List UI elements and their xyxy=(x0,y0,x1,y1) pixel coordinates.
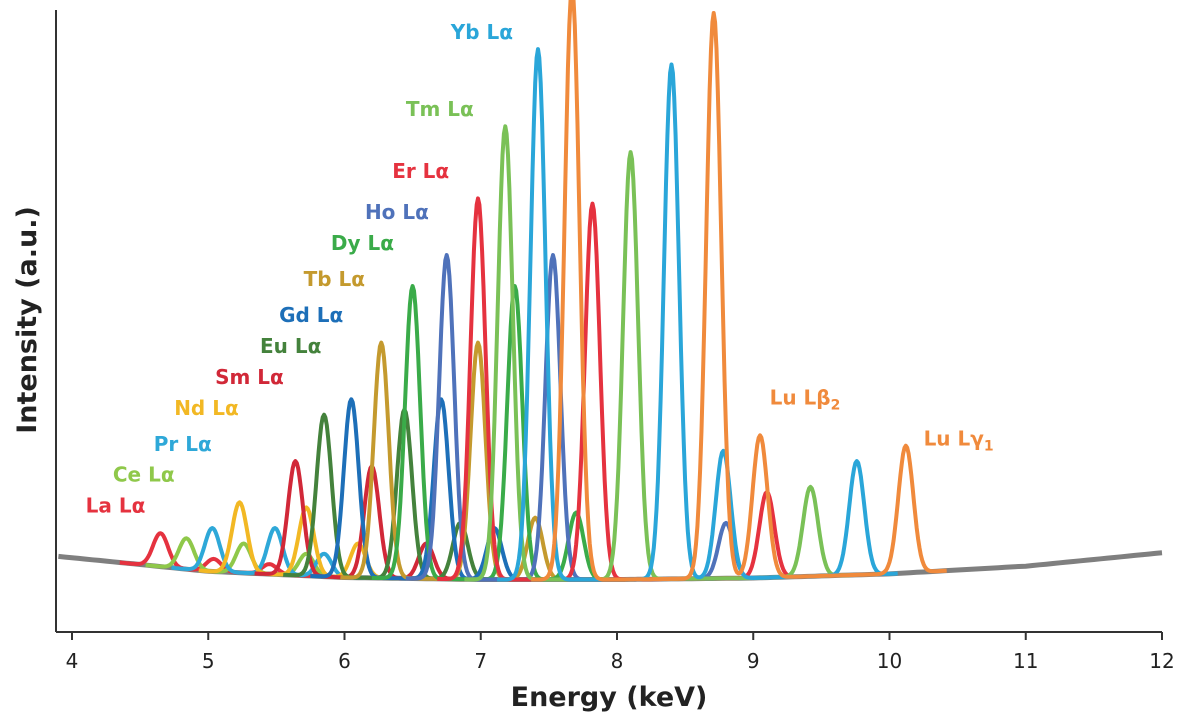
peak-label: Dy Lα xyxy=(331,231,394,255)
peak-label: Er Lα xyxy=(392,159,449,183)
x-tick-label: 4 xyxy=(66,649,79,673)
x-tick-label: 5 xyxy=(202,649,215,673)
peak-label: Nd Lα xyxy=(174,396,239,420)
x-tick-label: 8 xyxy=(611,649,624,673)
series-line xyxy=(530,0,948,582)
series-layer xyxy=(119,0,948,582)
peak-label: Gd Lα xyxy=(279,303,343,327)
series-line xyxy=(309,397,536,582)
peak-label: Lu Lγ1 xyxy=(924,427,994,455)
peak-label: Sm Lα xyxy=(215,365,284,389)
x-tick-label: 12 xyxy=(1149,649,1174,673)
x-axis-title: Energy (keV) xyxy=(511,682,708,713)
peak-label: Yb Lα xyxy=(450,20,513,44)
peak-label: Tb Lα xyxy=(304,267,365,291)
peak-label: Pr Lα xyxy=(154,432,212,456)
x-tick-label: 11 xyxy=(1013,649,1038,673)
y-axis-title: Intensity (a.u.) xyxy=(12,206,43,434)
series-line xyxy=(144,536,348,580)
x-tick-label: 7 xyxy=(474,649,487,673)
peak-label: Lu Lβ2 xyxy=(770,385,841,413)
x-tick-label: 6 xyxy=(338,649,351,673)
peak-label: Tm Lα xyxy=(406,97,474,121)
label-layer: La Lα Ce Lα Pr Lα Nd Lα Sm Lα Eu Lα Gd Lα Tb Lα… xyxy=(86,20,994,518)
x-tick-label: 9 xyxy=(747,649,760,673)
peak-label-subscript: 2 xyxy=(831,397,841,413)
x-tick-label: 10 xyxy=(877,649,902,673)
peak-label: Ho Lα xyxy=(365,200,429,224)
tick-layer: 4 5 6 7 8 9 10 11 12 xyxy=(66,632,1175,673)
peak-label: Ce Lα xyxy=(113,463,175,487)
peak-label: Eu Lα xyxy=(260,334,321,358)
series-line xyxy=(371,284,618,582)
peak-label: La Lα xyxy=(86,494,146,518)
peak-label-subscript: 1 xyxy=(984,439,994,455)
